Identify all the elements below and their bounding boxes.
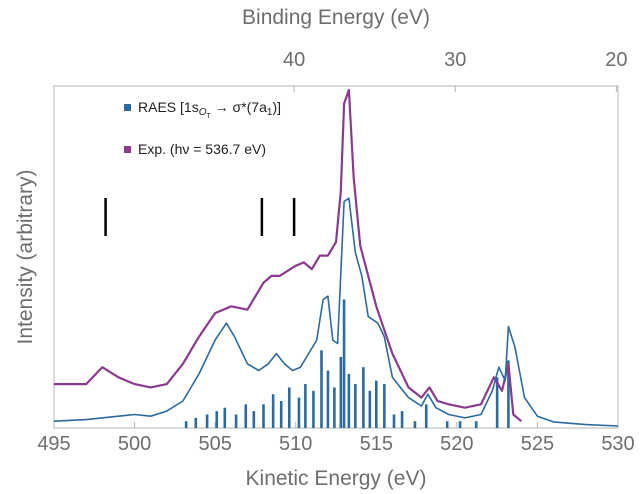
x-axis-title: Kinetic Energy (eV) bbox=[246, 467, 427, 490]
x-tick-label-495: 495 bbox=[37, 433, 70, 455]
x2-tick-label-20: 20 bbox=[605, 49, 627, 71]
raes-line bbox=[53, 197, 619, 427]
x-tick-label-500: 500 bbox=[118, 433, 151, 455]
exp-line bbox=[54, 88, 523, 423]
x-tick-label-530: 530 bbox=[601, 433, 634, 455]
x-tick-label-525: 525 bbox=[521, 433, 554, 455]
y-axis-title: Intensity (arbitrary) bbox=[14, 169, 37, 344]
x2-tick-label-40: 40 bbox=[283, 49, 305, 71]
legend-swatch-exp bbox=[124, 146, 131, 153]
x-tick-label-510: 510 bbox=[279, 433, 312, 455]
bottom-axis-ticks: 495 500 505 510 515 520 525 530 bbox=[37, 422, 635, 455]
legend-label-raes: RAES [1sOT → σ*(7a1)] bbox=[138, 99, 281, 120]
legend-label-exp: Exp. (hν = 536.7 eV) bbox=[138, 141, 266, 157]
top-axis-ticks: 40302010 bbox=[283, 49, 628, 92]
legend-swatch-raes bbox=[124, 104, 131, 111]
chart-marks bbox=[53, 88, 619, 428]
x-tick-label-505: 505 bbox=[198, 433, 231, 455]
x2-axis-title: Binding Energy (eV) bbox=[242, 6, 430, 29]
x-tick-label-515: 515 bbox=[360, 433, 393, 455]
plot-frame bbox=[53, 85, 619, 429]
legend: RAES [1sOT → σ*(7a1)] Exp. (hν = 536.7 e… bbox=[124, 99, 281, 157]
x2-tick-label-30: 30 bbox=[444, 49, 466, 71]
x-tick-label-520: 520 bbox=[440, 433, 473, 455]
